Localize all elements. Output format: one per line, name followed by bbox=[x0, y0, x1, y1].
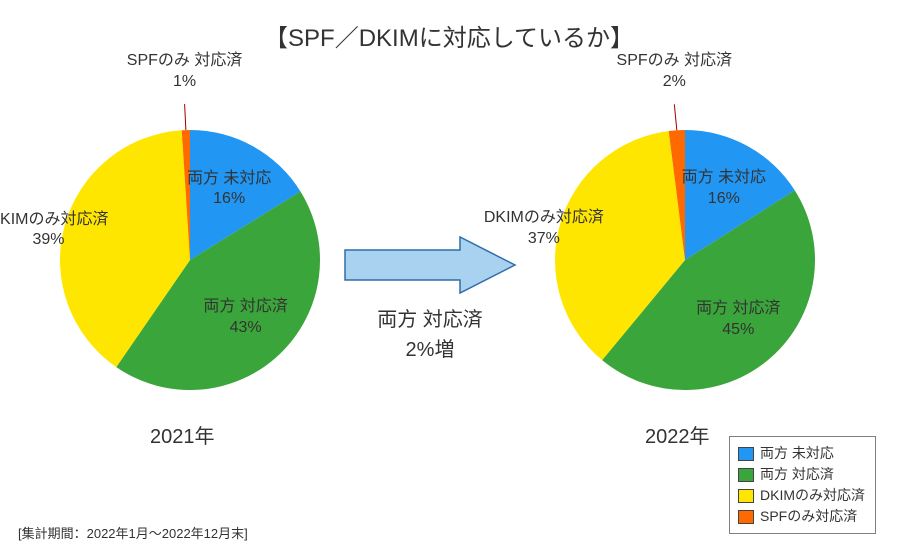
legend-label: 両方 未対応 bbox=[760, 443, 834, 464]
legend-item-both_none: 両方 未対応 bbox=[738, 443, 865, 464]
legend-swatch bbox=[738, 468, 754, 482]
legend: 両方 未対応両方 対応済DKIMのみ対応済SPFのみ対応済 bbox=[729, 436, 876, 534]
year-label-2021: 2021年 bbox=[150, 420, 215, 449]
legend-label: SPFのみ対応済 bbox=[760, 506, 857, 527]
slice-label-both_none: 両方 未対応16% bbox=[682, 169, 766, 211]
footnote: [集計期間：2022年1月～2022年12月末] bbox=[18, 523, 248, 542]
legend-item-dkim_only: DKIMのみ対応済 bbox=[738, 485, 865, 506]
slice-label-both_done: 両方 対応済45% bbox=[696, 300, 780, 342]
chart-title: 【SPF／DKIMに対応しているか】 bbox=[0, 0, 898, 53]
arrow-caption: 両方 対応済 2%増 bbox=[340, 305, 520, 365]
arrow-text-1: 両方 対応済 bbox=[377, 309, 483, 331]
leader-line bbox=[674, 104, 677, 130]
chart-area: 2021年 両方 対応済 2%増 2022年 両方 未対応16% 両方 対応済43… bbox=[0, 70, 898, 470]
slice-label-dkim_only: DKIMのみ対応済39% bbox=[0, 210, 108, 252]
legend-label: DKIMのみ対応済 bbox=[760, 485, 865, 506]
legend-item-spf_only: SPFのみ対応済 bbox=[738, 506, 865, 527]
arrow-text-2: 2%増 bbox=[406, 339, 455, 361]
legend-item-both_done: 両方 対応済 bbox=[738, 464, 865, 485]
legend-swatch bbox=[738, 510, 754, 524]
legend-swatch bbox=[738, 489, 754, 503]
slice-label-dkim_only: DKIMのみ対応済37% bbox=[484, 208, 604, 250]
slice-label-spf_only: SPFのみ 対応済2% bbox=[617, 52, 733, 94]
slice-label-both_none: 両方 未対応16% bbox=[187, 169, 271, 211]
legend-label: 両方 対応済 bbox=[760, 464, 834, 485]
leader-line bbox=[185, 104, 186, 130]
slice-label-both_done: 両方 対応済43% bbox=[203, 298, 287, 340]
year-label-2022: 2022年 bbox=[645, 420, 710, 449]
transition-arrow: 両方 対応済 2%増 bbox=[340, 235, 520, 365]
legend-swatch bbox=[738, 447, 754, 461]
slice-label-spf_only: SPFのみ 対応済1% bbox=[127, 51, 243, 93]
